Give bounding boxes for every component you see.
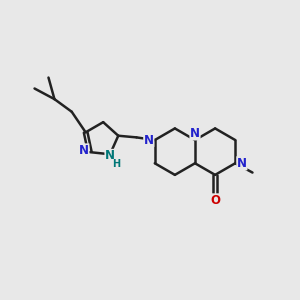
Text: O: O — [210, 194, 220, 207]
Text: N: N — [144, 134, 154, 146]
Text: N: N — [79, 144, 89, 157]
Text: N: N — [190, 127, 200, 140]
Text: H: H — [112, 159, 120, 169]
Text: N: N — [237, 157, 247, 170]
Text: N: N — [105, 149, 115, 162]
